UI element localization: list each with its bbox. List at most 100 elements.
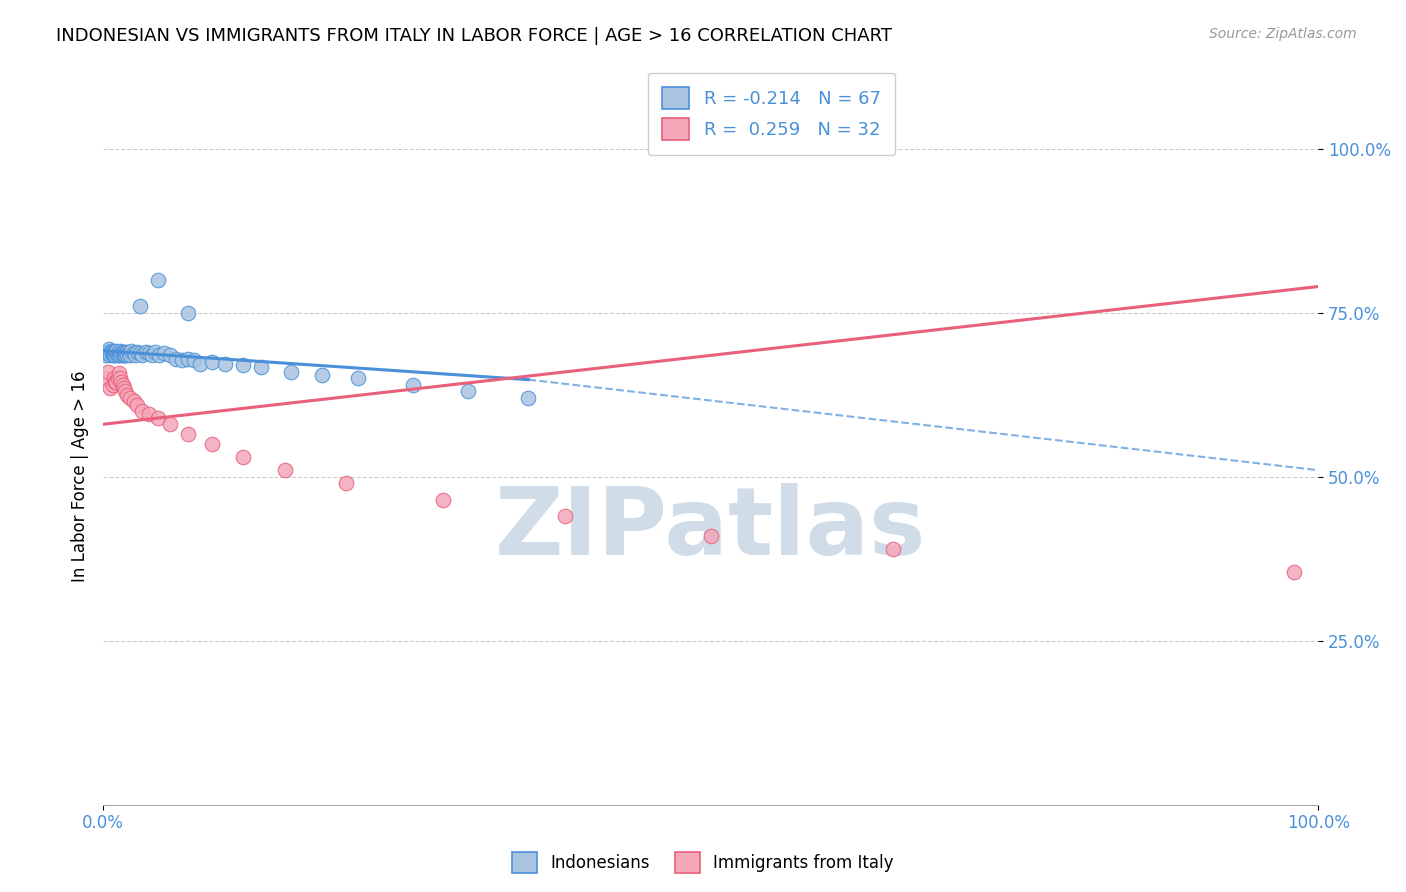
- Point: [100, 346, 122, 360]
- Point: [135, 345, 157, 359]
- Point: [107, 346, 129, 360]
- Point: [114, 384, 136, 399]
- Point: [104, 348, 127, 362]
- Point: [120, 343, 142, 358]
- Point: [232, 450, 254, 464]
- Point: [118, 391, 141, 405]
- Point: [108, 366, 131, 380]
- Point: [699, 529, 721, 543]
- Point: [118, 348, 141, 362]
- Point: [100, 381, 122, 395]
- Point: [159, 417, 181, 432]
- Point: [280, 365, 302, 379]
- Point: [111, 345, 134, 359]
- Text: Source: ZipAtlas.com: Source: ZipAtlas.com: [1209, 27, 1357, 41]
- Point: [110, 375, 132, 389]
- Point: [105, 346, 128, 360]
- Point: [1282, 565, 1305, 579]
- Point: [114, 348, 136, 362]
- Legend: Indonesians, Immigrants from Italy: Indonesians, Immigrants from Italy: [506, 846, 900, 880]
- Point: [115, 346, 138, 360]
- Point: [201, 437, 224, 451]
- Point: [214, 357, 236, 371]
- Point: [127, 345, 149, 359]
- Point: [311, 368, 333, 382]
- Point: [250, 359, 273, 374]
- Point: [112, 348, 135, 362]
- Point: [108, 345, 131, 359]
- Point: [111, 348, 134, 362]
- Point: [94, 348, 117, 362]
- Point: [128, 346, 150, 360]
- Point: [105, 375, 128, 389]
- Point: [145, 345, 167, 359]
- Point: [517, 391, 540, 405]
- Point: [107, 371, 129, 385]
- Point: [108, 346, 131, 360]
- Point: [110, 346, 132, 360]
- Point: [274, 463, 297, 477]
- Point: [201, 355, 224, 369]
- Point: [112, 381, 135, 395]
- Point: [100, 345, 122, 359]
- Point: [138, 408, 160, 422]
- Point: [177, 427, 200, 442]
- Point: [103, 348, 125, 362]
- Point: [165, 351, 187, 366]
- Point: [98, 343, 121, 358]
- Point: [114, 345, 136, 359]
- Point: [107, 348, 129, 362]
- Point: [131, 348, 153, 362]
- Point: [335, 476, 357, 491]
- Legend: R = -0.214   N = 67, R =  0.259   N = 32: R = -0.214 N = 67, R = 0.259 N = 32: [648, 72, 896, 154]
- Point: [117, 388, 139, 402]
- Point: [100, 343, 122, 358]
- Point: [148, 348, 170, 362]
- Point: [108, 348, 131, 362]
- Point: [138, 346, 160, 360]
- Point: [882, 541, 904, 556]
- Point: [108, 371, 131, 385]
- Point: [122, 394, 145, 409]
- Point: [117, 345, 139, 359]
- Point: [177, 351, 200, 366]
- Point: [98, 342, 121, 356]
- Text: INDONESIAN VS IMMIGRANTS FROM ITALY IN LABOR FORCE | AGE > 16 CORRELATION CHART: INDONESIAN VS IMMIGRANTS FROM ITALY IN L…: [56, 27, 893, 45]
- Point: [146, 273, 169, 287]
- Point: [172, 353, 194, 368]
- Point: [432, 492, 454, 507]
- Point: [232, 358, 254, 372]
- Point: [128, 299, 150, 313]
- Point: [402, 378, 425, 392]
- Point: [347, 371, 370, 385]
- Text: ZIPatlas: ZIPatlas: [495, 483, 927, 575]
- Point: [110, 348, 132, 362]
- Point: [112, 346, 135, 360]
- Point: [141, 348, 163, 362]
- Point: [146, 410, 169, 425]
- Point: [97, 365, 120, 379]
- Point: [177, 306, 200, 320]
- Point: [101, 345, 124, 359]
- Point: [159, 348, 181, 362]
- Point: [101, 378, 124, 392]
- Point: [105, 343, 128, 358]
- Point: [100, 348, 122, 362]
- Point: [103, 346, 125, 360]
- Point: [122, 346, 145, 360]
- Point: [97, 345, 120, 359]
- Point: [124, 348, 146, 362]
- Point: [103, 371, 125, 385]
- Point: [104, 375, 127, 389]
- Point: [127, 398, 149, 412]
- Point: [108, 343, 131, 358]
- Point: [94, 371, 117, 385]
- Point: [183, 353, 205, 368]
- Point: [111, 378, 134, 392]
- Point: [101, 348, 124, 362]
- Point: [153, 346, 176, 360]
- Point: [554, 509, 576, 524]
- Point: [457, 384, 479, 399]
- Point: [131, 404, 153, 418]
- Point: [188, 357, 211, 371]
